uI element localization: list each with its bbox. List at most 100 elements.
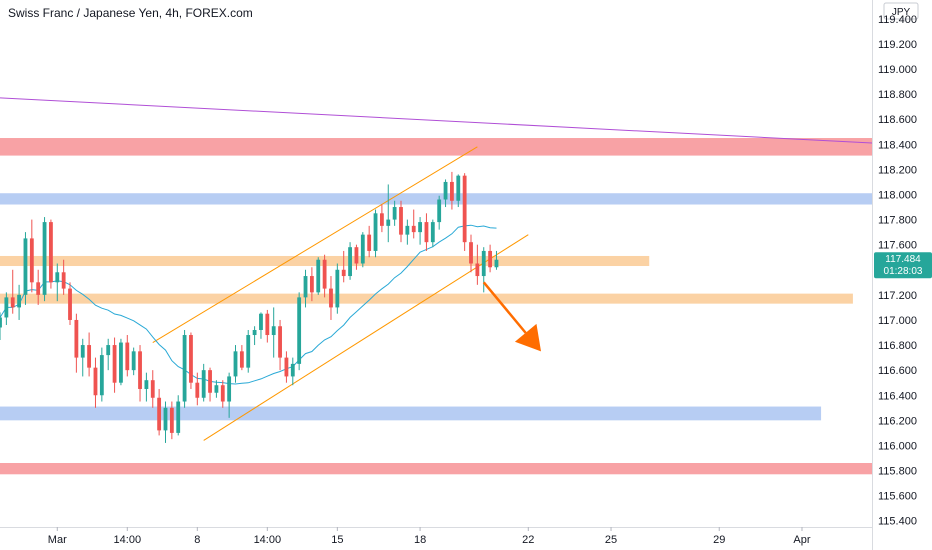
candle[interactable] xyxy=(271,307,276,358)
candle[interactable] xyxy=(119,338,123,386)
candle[interactable] xyxy=(195,372,200,406)
candle[interactable] xyxy=(182,330,187,408)
candle[interactable] xyxy=(169,401,174,440)
candle[interactable] xyxy=(80,338,85,377)
candle[interactable] xyxy=(430,219,435,248)
candle[interactable] xyxy=(456,174,461,208)
candle[interactable] xyxy=(392,200,397,226)
candle[interactable] xyxy=(55,263,60,302)
candle[interactable] xyxy=(17,284,22,320)
price-tick-label: 119.200 xyxy=(878,39,917,51)
candle[interactable] xyxy=(475,244,480,285)
candle[interactable] xyxy=(303,269,308,308)
price-tick-label: 115.600 xyxy=(878,491,917,503)
candle[interactable] xyxy=(233,345,238,383)
candle-body xyxy=(220,385,225,402)
candle-body xyxy=(265,313,270,336)
candle[interactable] xyxy=(208,367,212,402)
candle[interactable] xyxy=(74,313,79,373)
candle[interactable] xyxy=(297,292,302,371)
candle[interactable] xyxy=(87,332,92,377)
candle[interactable] xyxy=(112,337,117,393)
candle[interactable] xyxy=(29,219,34,293)
candle[interactable] xyxy=(265,309,270,343)
candle[interactable] xyxy=(131,347,136,376)
candle[interactable] xyxy=(309,267,314,302)
candle[interactable] xyxy=(246,330,251,373)
candle[interactable] xyxy=(494,250,499,270)
candle[interactable] xyxy=(341,250,346,283)
candle[interactable] xyxy=(469,234,473,273)
candle[interactable] xyxy=(144,372,149,402)
candle[interactable] xyxy=(354,244,359,270)
candle[interactable] xyxy=(93,357,98,408)
candle[interactable] xyxy=(36,269,41,305)
candle[interactable] xyxy=(316,257,321,295)
candle[interactable] xyxy=(163,401,168,443)
candle[interactable] xyxy=(220,380,225,408)
candle[interactable] xyxy=(68,282,72,325)
candle[interactable] xyxy=(10,269,15,314)
candle-body xyxy=(494,259,499,268)
candle[interactable] xyxy=(418,217,422,245)
candle[interactable] xyxy=(42,217,47,302)
candle[interactable] xyxy=(227,372,232,418)
candle[interactable] xyxy=(214,380,219,398)
candle[interactable] xyxy=(411,209,416,239)
candle[interactable] xyxy=(278,319,282,371)
candle[interactable] xyxy=(157,388,162,436)
candle[interactable] xyxy=(348,242,352,280)
candle[interactable] xyxy=(462,173,467,251)
candle[interactable] xyxy=(443,179,448,208)
candle[interactable] xyxy=(450,171,454,210)
currency-unit-box[interactable] xyxy=(883,2,919,20)
candle[interactable] xyxy=(239,345,244,371)
candle[interactable] xyxy=(259,312,263,339)
candle[interactable] xyxy=(189,332,193,389)
candle[interactable] xyxy=(367,225,372,258)
candle[interactable] xyxy=(373,209,378,258)
candle[interactable] xyxy=(23,232,28,305)
candle[interactable] xyxy=(49,219,53,289)
channel-line xyxy=(152,146,478,343)
candle[interactable] xyxy=(360,232,365,268)
candle[interactable] xyxy=(61,259,66,295)
candle[interactable] xyxy=(125,335,130,377)
candle[interactable] xyxy=(138,345,142,402)
candle[interactable] xyxy=(399,200,403,243)
candle[interactable] xyxy=(488,244,493,273)
price-tick-label: 118.400 xyxy=(878,139,917,151)
candle[interactable] xyxy=(176,395,181,436)
moving-average-line xyxy=(0,224,497,385)
candle[interactable] xyxy=(386,184,391,243)
candle[interactable] xyxy=(335,263,340,314)
candle[interactable] xyxy=(284,351,289,383)
price-tick-label: 117.600 xyxy=(878,240,917,252)
candle[interactable] xyxy=(106,338,111,371)
candle[interactable] xyxy=(290,357,295,386)
candle[interactable] xyxy=(437,195,442,230)
candle-body xyxy=(411,225,416,233)
candle[interactable] xyxy=(252,326,257,346)
price-tick-label: 119.400 xyxy=(878,14,917,26)
plot-area[interactable] xyxy=(0,97,873,475)
candle-body xyxy=(182,335,187,402)
price-tick-label: 119.000 xyxy=(878,64,917,76)
candle[interactable] xyxy=(329,276,333,320)
candle[interactable] xyxy=(481,247,486,293)
candle[interactable] xyxy=(405,219,410,245)
candle[interactable] xyxy=(379,204,384,233)
candle[interactable] xyxy=(201,363,206,402)
last-price-badge-bg xyxy=(874,252,932,279)
price-tick-label: 116.600 xyxy=(878,365,917,377)
candle[interactable] xyxy=(150,370,155,408)
candle[interactable] xyxy=(424,213,429,251)
candle[interactable] xyxy=(322,254,327,298)
time-tick-label: 25 xyxy=(605,534,617,546)
candle[interactable] xyxy=(0,312,2,341)
candle[interactable] xyxy=(4,292,9,325)
candle-body xyxy=(138,351,142,389)
candle[interactable] xyxy=(99,347,104,402)
